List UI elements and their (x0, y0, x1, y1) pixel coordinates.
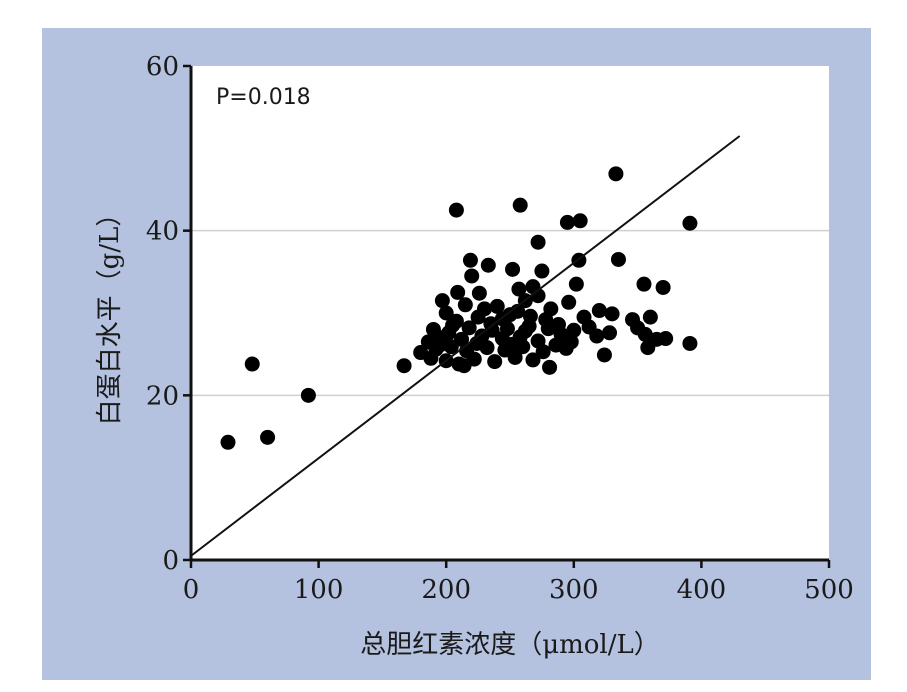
data-point-31 (591, 303, 607, 319)
data-point-93 (517, 323, 533, 339)
data-point-74 (596, 347, 612, 363)
data-point-13 (610, 251, 626, 267)
y-tick-label-0: 0 (162, 546, 179, 576)
y-axis-title: 白蛋白水平（g/L） (95, 201, 125, 426)
data-point-27 (489, 298, 505, 314)
x-tick-label-0: 0 (183, 575, 200, 605)
data-point-86 (484, 322, 500, 338)
x-tick-label-300: 300 (549, 575, 599, 605)
data-point-1 (244, 356, 260, 372)
data-point-2 (260, 429, 276, 445)
data-point-0 (220, 434, 236, 450)
data-point-19 (568, 276, 584, 292)
x-tick-label-100: 100 (294, 575, 344, 605)
data-point-60 (637, 326, 653, 342)
data-point-7 (559, 214, 575, 230)
data-point-97 (471, 285, 487, 301)
data-point-6 (512, 197, 528, 213)
data-point-11 (530, 234, 546, 250)
data-point-26 (457, 297, 473, 313)
y-tick-label-20: 20 (146, 381, 179, 411)
data-point-87 (505, 336, 521, 352)
data-point-4 (396, 358, 412, 374)
data-point-10 (682, 215, 698, 231)
data-point-20 (636, 276, 652, 292)
data-point-14 (462, 252, 478, 268)
data-point-35 (438, 305, 454, 321)
data-point-89 (548, 337, 564, 353)
data-point-58 (589, 328, 605, 344)
data-point-21 (655, 279, 671, 295)
data-point-94 (540, 321, 556, 337)
x-axis-title: 总胆红素浓度（μmol/L） (360, 630, 660, 660)
y-tick-label-40: 40 (146, 217, 179, 247)
data-point-84 (432, 337, 448, 353)
trendline (190, 135, 741, 557)
data-point-17 (534, 263, 550, 279)
x-tick-label-500: 500 (804, 575, 854, 605)
data-point-32 (604, 306, 620, 322)
p-value-annotation: P=0.018 (216, 85, 311, 110)
data-point-79 (487, 354, 503, 370)
data-point-15 (480, 257, 496, 273)
data-point-81 (525, 352, 541, 368)
data-point-80 (507, 349, 523, 365)
data-point-64 (640, 340, 656, 356)
gridlines (191, 229, 829, 397)
data-point-62 (658, 331, 674, 347)
trendline-group (190, 135, 741, 557)
data-point-72 (535, 344, 551, 360)
data-point-34 (642, 309, 658, 325)
data-point-30 (561, 294, 577, 310)
data-point-90 (441, 325, 457, 341)
y-tick-label-60: 60 (146, 52, 179, 82)
data-point-96 (448, 313, 464, 329)
data-point-91 (476, 301, 492, 317)
data-point-16 (505, 261, 521, 277)
axes (189, 66, 829, 562)
data-point-88 (522, 308, 538, 324)
tick-labels: 0 100 200 300 400 500 0 20 40 60 (146, 52, 854, 605)
data-points (220, 166, 698, 450)
x-tick-label-200: 200 (421, 575, 471, 605)
x-tick-label-400: 400 (677, 575, 727, 605)
data-point-3 (300, 387, 316, 403)
data-point-59 (602, 325, 618, 341)
data-point-8 (572, 213, 588, 229)
data-point-47 (566, 322, 582, 338)
data-point-18 (464, 268, 480, 284)
data-point-63 (682, 335, 698, 351)
data-point-83 (456, 358, 472, 374)
data-point-42 (461, 320, 477, 336)
data-point-22 (450, 284, 466, 300)
data-point-75 (423, 350, 439, 366)
data-point-5 (448, 202, 464, 218)
data-point-82 (542, 359, 558, 375)
data-point-23 (511, 281, 527, 297)
data-point-25 (434, 293, 450, 309)
data-point-95 (563, 334, 579, 350)
data-point-9 (608, 166, 624, 182)
data-point-67 (443, 339, 459, 355)
